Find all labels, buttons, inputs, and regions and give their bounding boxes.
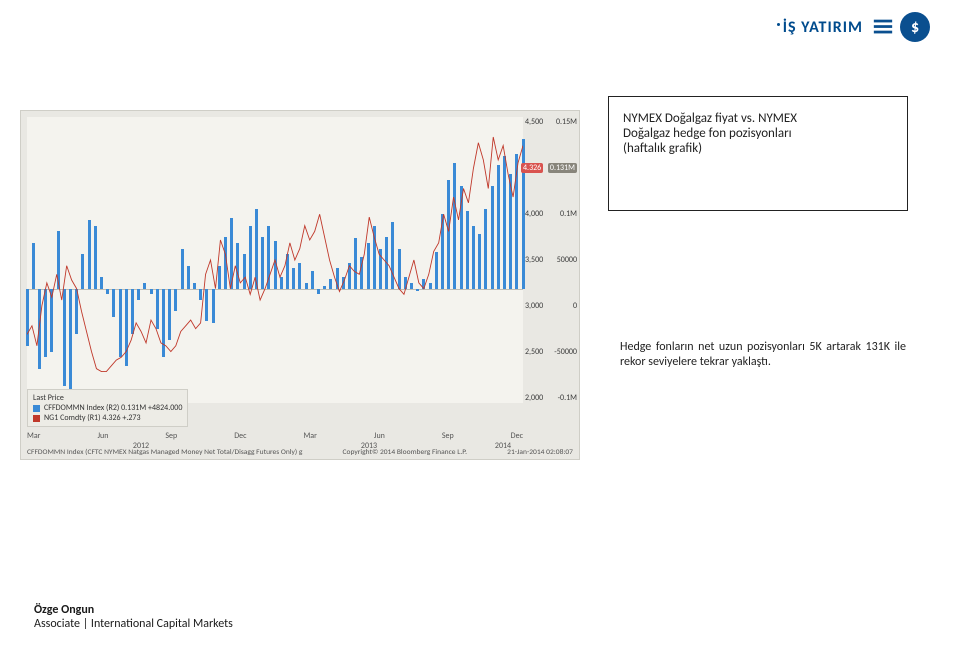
brand-text-label: İŞ YATIRIM [783, 18, 863, 37]
commentary-text: Hedge fonların net uzun pozisyonları 5K … [620, 340, 906, 370]
legend-title: Last Price [33, 393, 182, 403]
legend-label: CFFDOMMN Index (R2) 0.131M +4824.000 [44, 403, 182, 413]
x-month: Mar [27, 431, 40, 441]
page: İŞ YATIRIM $ 4,500 0.15M 4.326 0.131M 4,0… [0, 0, 960, 653]
legend-swatch-icon [33, 405, 40, 412]
legend-label: NG1 Comdty (R1) 4.326 +.273 [44, 413, 141, 423]
caption-line: (haftalık grafik) [623, 141, 893, 156]
r2-tick: -50000 [554, 347, 577, 357]
chart-x-axis: Mar Jun Sep Dec Mar Jun Sep Dec [27, 431, 523, 441]
r2-tick: 0.15M [556, 117, 577, 127]
price-positions-chart: 4,500 0.15M 4.326 0.131M 4,000 0.1M 3,500 5… [20, 110, 580, 460]
brand-text: İŞ YATIRIM [776, 18, 863, 37]
legend-row: NG1 Comdty (R1) 4.326 +.273 [33, 413, 182, 423]
r1-tick: 2,500 [525, 347, 543, 357]
x-month: Mar [303, 431, 316, 441]
r2-tick: 0.1M [560, 209, 577, 219]
author-title: Associate | International Capital Market… [34, 617, 233, 631]
r1-tick: 2,000 [525, 393, 543, 403]
r1-tick: 3,500 [525, 255, 543, 265]
legend-row: CFFDOMMN Index (R2) 0.131M +4824.000 [33, 403, 182, 413]
author-name: Özge Ongun [34, 603, 233, 617]
chart-plot-area [27, 117, 523, 403]
chart-footer-right: 21-Jan-2014 02:08:07 [507, 448, 573, 457]
x-month: Sep [442, 431, 454, 441]
x-month: Dec [234, 431, 246, 441]
x-month: Dec [511, 431, 523, 441]
chart-footer-left: CFFDOMMN Index (CFTC NYMEX Natgas Manage… [27, 448, 302, 457]
legend-swatch-icon [33, 415, 40, 422]
logo-dot-icon [777, 23, 780, 26]
r2-tick: -0.1M [558, 393, 577, 403]
chart-footer: CFFDOMMN Index (CFTC NYMEX Natgas Manage… [27, 448, 573, 457]
caption-line: NYMEX Doğalgaz fiyat vs. NYMEX [623, 111, 893, 126]
chart-right-axis: 4,5000.15M 4.326 0.131M 4,0000.1M 3,5005… [525, 117, 577, 403]
x-month: Jun [97, 431, 108, 441]
x-month: Sep [165, 431, 177, 441]
r2-tick: 0 [573, 301, 577, 311]
r1-tick: 4,500 [525, 117, 543, 127]
brand-logo: İŞ YATIRIM $ [776, 12, 930, 42]
chart-line [27, 117, 523, 403]
r1-tick: 4,000 [525, 209, 543, 219]
caption-line: Doğalgaz hedge fon pozisyonları [623, 126, 893, 141]
brand-badge-icon: $ [900, 12, 930, 42]
r1-last-chip: 4.326 [521, 163, 543, 173]
r2-tick: 50000 [557, 255, 577, 265]
x-month: Jun [374, 431, 385, 441]
author-credit: Özge Ongun Associate | International Cap… [34, 603, 233, 631]
chart-caption-box: NYMEX Doğalgaz fiyat vs. NYMEX Doğalgaz … [608, 96, 908, 211]
r1-tick: 3,000 [525, 301, 543, 311]
brand-stripes-icon [872, 16, 894, 38]
chart-legend: Last Price CFFDOMMN Index (R2) 0.131M +4… [27, 389, 188, 427]
brand-badge-glyph: $ [911, 18, 919, 37]
chart-footer-mid: Copyright© 2014 Bloomberg Finance L.P. [343, 448, 468, 457]
r2-last-chip: 0.131M [548, 163, 577, 173]
